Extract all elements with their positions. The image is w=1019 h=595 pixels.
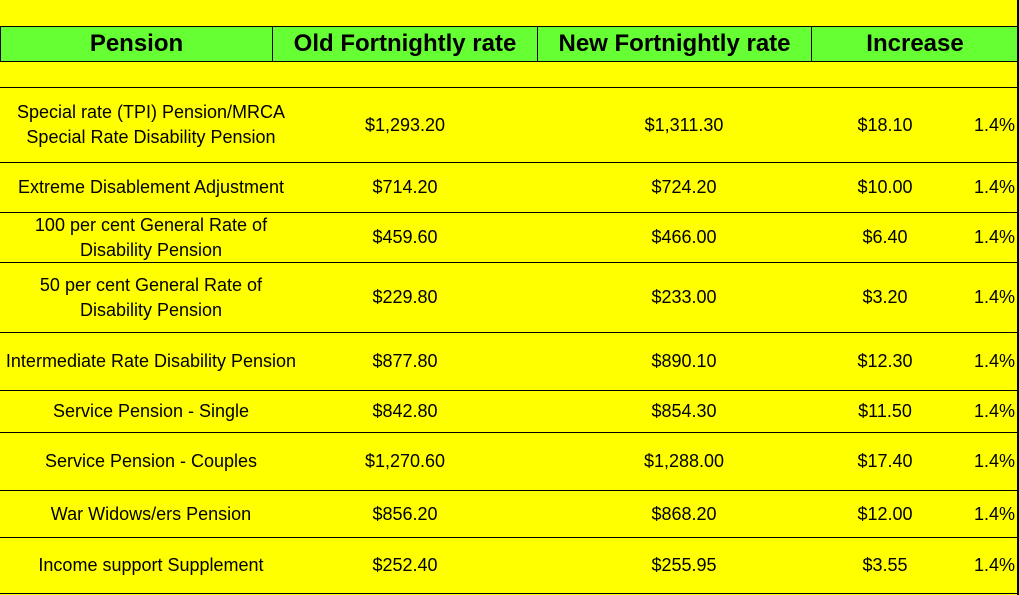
pension-name: Service Pension - Single <box>52 401 250 421</box>
header-old-rate: Old Fortnightly rate <box>273 27 538 61</box>
increase-percent: 1.4% <box>973 555 1015 575</box>
pension-name: Special rate (TPI) Pension/MRCA Special … <box>16 102 286 147</box>
table-row: Income support Supplement $252.40 $255.9… <box>0 538 1017 594</box>
empty-spacer-row <box>0 61 1017 88</box>
header-increase: Increase <box>866 30 964 57</box>
increase-percent: 1.4% <box>973 503 1015 524</box>
increase-percent: 1.4% <box>973 287 1015 307</box>
increase-amount: $10.00 <box>857 177 913 197</box>
header-new-rate: New Fortnightly rate <box>538 27 812 61</box>
table-row: 100 per cent General Rate of Disability … <box>0 213 1017 263</box>
increase-amount: $17.40 <box>857 451 913 471</box>
table-row: Special rate (TPI) Pension/MRCA Special … <box>0 88 1017 163</box>
old-rate: $877.80 <box>372 351 438 371</box>
sheet-right-border <box>1017 0 1019 595</box>
new-rate: $854.30 <box>651 401 717 421</box>
increase-amount: $18.10 <box>857 114 913 135</box>
new-rate: $724.20 <box>651 177 717 197</box>
old-rate: $1,293.20 <box>364 114 446 135</box>
table-row: Intermediate Rate Disability Pension $87… <box>0 333 1017 391</box>
old-rate: $842.80 <box>372 401 438 421</box>
pension-name: Extreme Disablement Adjustment <box>17 177 285 197</box>
increase-percent: 1.4% <box>973 351 1015 371</box>
new-rate: $233.00 <box>651 287 717 307</box>
increase-amount: $12.30 <box>857 351 913 371</box>
pension-name: 100 per cent General Rate of Disability … <box>34 214 268 260</box>
old-rate: $252.40 <box>372 555 438 575</box>
increase-amount: $3.20 <box>862 287 908 307</box>
pension-name: Intermediate Rate Disability Pension <box>5 351 297 371</box>
increase-percent: 1.4% <box>973 114 1015 135</box>
increase-percent: 1.4% <box>973 177 1015 197</box>
new-rate: $1,288.00 <box>643 451 725 471</box>
table-row: 50 per cent General Rate of Disability P… <box>0 263 1017 333</box>
new-rate: $868.20 <box>651 503 717 524</box>
new-rate: $1,311.30 <box>644 114 724 135</box>
pension-name: War Widows/ers Pension <box>50 503 252 524</box>
header-pension: Pension <box>1 27 273 61</box>
increase-amount: $6.40 <box>862 227 908 247</box>
old-rate: $459.60 <box>372 227 438 247</box>
table-body: Special rate (TPI) Pension/MRCA Special … <box>0 88 1017 594</box>
pension-name: 50 per cent General Rate of Disability P… <box>39 274 263 320</box>
new-rate: $890.10 <box>651 351 717 371</box>
table-header: Pension Old Fortnightly rate New Fortnig… <box>0 26 1018 62</box>
table-row: War Widows/ers Pension $856.20 $868.20 $… <box>0 491 1017 538</box>
increase-percent: 1.4% <box>973 401 1015 421</box>
new-rate: $255.95 <box>651 555 717 575</box>
increase-amount: $12.00 <box>857 503 913 524</box>
pension-name: Service Pension - Couples <box>44 451 258 471</box>
new-rate: $466.00 <box>651 227 717 247</box>
table-row: Extreme Disablement Adjustment $714.20 $… <box>0 163 1017 213</box>
increase-amount: $11.50 <box>858 401 912 421</box>
table-row: Service Pension - Single $842.80 $854.30… <box>0 391 1017 433</box>
old-rate: $1,270.60 <box>364 451 446 471</box>
old-rate: $856.20 <box>372 503 438 524</box>
increase-amount: $3.55 <box>862 555 908 575</box>
pension-name: Income support Supplement <box>38 555 264 575</box>
increase-percent: 1.4% <box>973 451 1015 471</box>
table-row: Service Pension - Couples $1,270.60 $1,2… <box>0 433 1017 491</box>
old-rate: $714.20 <box>372 177 438 197</box>
increase-percent: 1.4% <box>973 227 1015 247</box>
old-rate: $229.80 <box>372 287 438 307</box>
